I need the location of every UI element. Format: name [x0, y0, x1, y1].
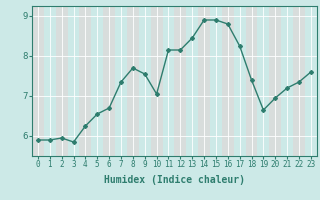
Bar — [56, 6, 68, 156]
Bar — [198, 6, 210, 156]
Bar — [222, 6, 234, 156]
X-axis label: Humidex (Indice chaleur): Humidex (Indice chaleur) — [104, 175, 245, 185]
Bar — [269, 6, 281, 156]
Bar — [103, 6, 115, 156]
Bar — [246, 6, 258, 156]
Bar — [127, 6, 139, 156]
Bar — [32, 6, 44, 156]
Bar — [174, 6, 186, 156]
Bar — [79, 6, 91, 156]
Bar — [151, 6, 163, 156]
Bar — [293, 6, 305, 156]
